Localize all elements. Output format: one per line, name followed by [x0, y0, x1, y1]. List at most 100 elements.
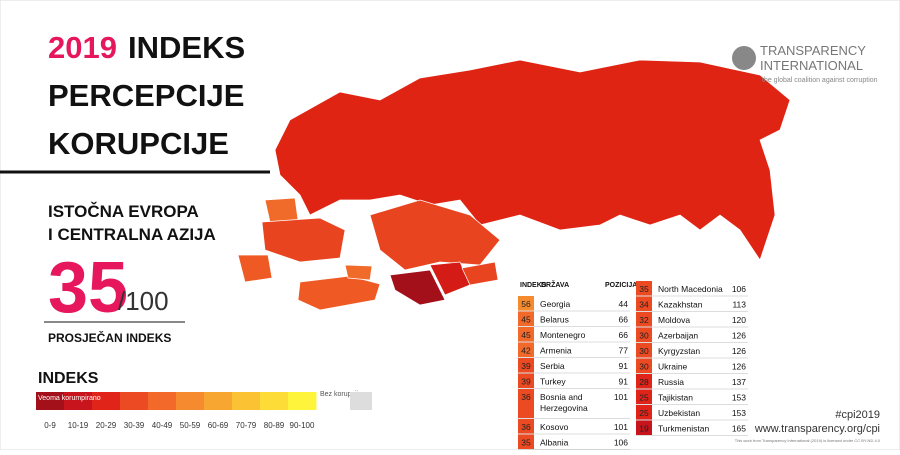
index-value: 25 [639, 408, 649, 418]
table-header: INDEKS [520, 282, 547, 289]
index-value: 39 [521, 377, 531, 387]
title-year: 2019 [48, 30, 117, 65]
index-cell [518, 389, 534, 418]
index-cell [636, 327, 652, 342]
country: Kyrgyzstan [658, 346, 700, 356]
legend-low: Veoma korumpirano [38, 395, 101, 402]
index-value: 45 [521, 315, 531, 325]
legend-bin: 30-39 [124, 421, 145, 430]
position: 106 [614, 438, 628, 448]
position: 165 [732, 424, 746, 434]
country: Bosnia and Herzegovina [540, 392, 588, 413]
no-data-swatch [350, 392, 372, 410]
country: Azerbaijan [658, 331, 698, 341]
index-cell [636, 281, 652, 296]
position: 120 [732, 315, 746, 325]
caucasus [344, 264, 373, 281]
position: 101 [614, 392, 628, 402]
score-max: /100 [118, 286, 169, 316]
index-value: 35 [521, 438, 531, 448]
legend-bin: 60-69 [208, 421, 229, 430]
legend-swatch [148, 392, 177, 410]
legend: 0-9 10-19 20-29 30-39 40-49 50-59 60-69 70-79 80… [36, 392, 317, 430]
legend-swatch [176, 392, 205, 410]
index-cell [518, 327, 534, 342]
index-value: 42 [521, 346, 531, 356]
index-cell [636, 296, 652, 311]
index-value: 25 [639, 393, 649, 403]
position: 113 [732, 300, 746, 310]
position: 153 [732, 393, 746, 403]
index-cell [518, 358, 534, 373]
legend-high: Bez korupcije [320, 391, 362, 398]
legend-swatch [288, 392, 317, 410]
legend-title: INDEKS [38, 370, 99, 387]
ukraine [261, 217, 346, 263]
country: Albania [540, 438, 569, 448]
country: Tajikistan [658, 393, 693, 403]
logo-text: INTERNATIONAL [760, 58, 863, 73]
belarus [264, 197, 299, 223]
score-label: PROSJEČAN INDEKS [48, 330, 171, 345]
country: Kosovo [540, 422, 569, 432]
legend-swatch [92, 392, 121, 410]
index-cell [518, 373, 534, 388]
title-line: KORUPCIJE [48, 126, 229, 161]
map [237, 59, 791, 311]
position: 66 [619, 315, 629, 325]
index-value: 30 [639, 331, 649, 341]
legend-bin: 10-19 [68, 421, 89, 430]
title-line: INDEKS [128, 30, 245, 65]
index-value: 30 [639, 362, 649, 372]
logo-icon [732, 46, 756, 70]
title-line: PERCEPCIJE [48, 78, 244, 113]
country-line: Bosnia and [540, 392, 583, 402]
country-line: Herzegovina [540, 403, 588, 413]
index-cell [636, 374, 652, 389]
index-value: 28 [639, 377, 649, 387]
index-cell [518, 296, 534, 311]
legend-bin: 70-79 [236, 421, 257, 430]
position: 126 [732, 346, 746, 356]
index-cell [636, 312, 652, 327]
region: I CENTRALNA AZIJA [48, 225, 216, 244]
country: Turkey [540, 377, 566, 387]
index-cell [636, 405, 652, 420]
position: 126 [732, 362, 746, 372]
index-value: 34 [639, 300, 649, 310]
legend-swatch [64, 392, 93, 410]
country: Serbia [540, 361, 565, 371]
position: 137 [732, 377, 746, 387]
country: Kazakhstan [658, 300, 703, 310]
position: 91 [619, 377, 629, 387]
index-cell [518, 311, 534, 326]
legend-swatch [120, 392, 149, 410]
logo-tagline: the global coalition against corruption [762, 77, 878, 84]
legend-swatch [36, 392, 65, 410]
legend-bin: 90-100 [290, 421, 315, 430]
position: 77 [619, 346, 629, 356]
score: 35 [48, 248, 128, 328]
index-cell [636, 420, 652, 435]
index-value: 56 [521, 299, 531, 309]
legend-bin: 50-59 [180, 421, 201, 430]
index-value: 35 [639, 284, 649, 294]
country: Turkmenistan [658, 424, 709, 434]
index-cell [636, 343, 652, 358]
index-cell [518, 434, 534, 449]
position: 66 [619, 330, 629, 340]
index-value: 30 [639, 346, 649, 356]
index-cell [518, 342, 534, 357]
legend-swatch [260, 392, 289, 410]
index-cell [518, 419, 534, 434]
url: www.transparency.org/cpi [754, 423, 880, 435]
kyrgyzstan [461, 261, 499, 286]
index-value: 36 [521, 422, 531, 432]
country: Moldova [658, 315, 690, 325]
position: 91 [619, 361, 629, 371]
position: 106 [732, 284, 746, 294]
russia [274, 59, 791, 261]
position: 126 [732, 331, 746, 341]
